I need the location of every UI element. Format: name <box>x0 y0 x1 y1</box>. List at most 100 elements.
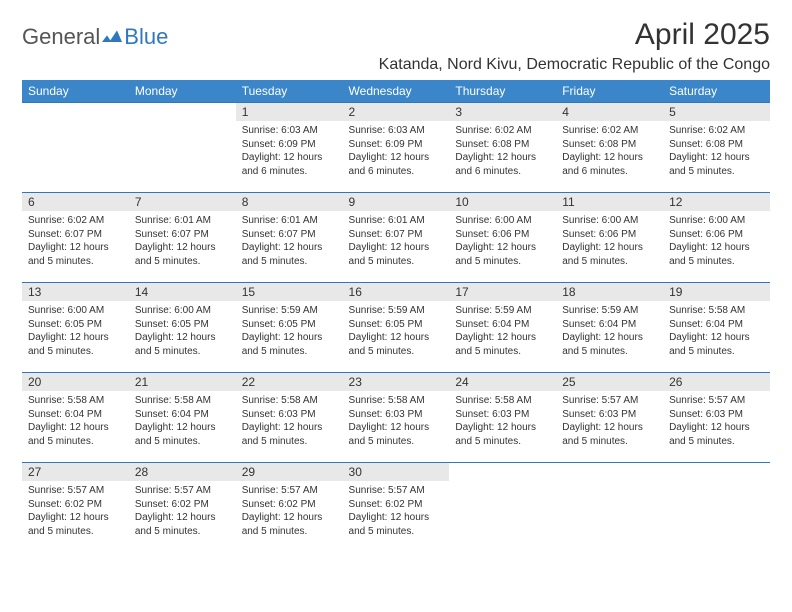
sunrise-text: Sunrise: 6:02 AM <box>562 124 657 138</box>
day-details: Sunrise: 5:57 AMSunset: 6:03 PMDaylight:… <box>663 391 770 452</box>
day-number: 27 <box>22 463 129 481</box>
day-number: 21 <box>129 373 236 391</box>
day-details: Sunrise: 5:57 AMSunset: 6:02 PMDaylight:… <box>236 481 343 542</box>
calendar-week: 20Sunrise: 5:58 AMSunset: 6:04 PMDayligh… <box>22 373 770 463</box>
sunrise-text: Sunrise: 6:01 AM <box>242 214 337 228</box>
calendar-day <box>663 463 770 553</box>
calendar-day: 1Sunrise: 6:03 AMSunset: 6:09 PMDaylight… <box>236 103 343 193</box>
sunrise-text: Sunrise: 5:58 AM <box>135 394 230 408</box>
calendar-day: 11Sunrise: 6:00 AMSunset: 6:06 PMDayligh… <box>556 193 663 283</box>
daylight-text: Daylight: 12 hours and 5 minutes. <box>242 331 337 358</box>
day-details: Sunrise: 6:02 AMSunset: 6:08 PMDaylight:… <box>449 121 556 182</box>
daylight-text: Daylight: 12 hours and 6 minutes. <box>242 151 337 178</box>
sunset-text: Sunset: 6:06 PM <box>562 228 657 242</box>
day-header: Friday <box>556 80 663 103</box>
sunset-text: Sunset: 6:03 PM <box>242 408 337 422</box>
day-number: 25 <box>556 373 663 391</box>
sunrise-text: Sunrise: 6:00 AM <box>562 214 657 228</box>
day-details: Sunrise: 5:58 AMSunset: 6:04 PMDaylight:… <box>129 391 236 452</box>
day-details: Sunrise: 6:02 AMSunset: 6:08 PMDaylight:… <box>663 121 770 182</box>
sunrise-text: Sunrise: 5:59 AM <box>562 304 657 318</box>
day-details: Sunrise: 6:03 AMSunset: 6:09 PMDaylight:… <box>236 121 343 182</box>
daylight-text: Daylight: 12 hours and 5 minutes. <box>669 331 764 358</box>
daylight-text: Daylight: 12 hours and 5 minutes. <box>242 241 337 268</box>
sunrise-text: Sunrise: 5:58 AM <box>349 394 444 408</box>
daylight-text: Daylight: 12 hours and 5 minutes. <box>562 421 657 448</box>
calendar-day: 26Sunrise: 5:57 AMSunset: 6:03 PMDayligh… <box>663 373 770 463</box>
sunrise-text: Sunrise: 6:03 AM <box>349 124 444 138</box>
daylight-text: Daylight: 12 hours and 5 minutes. <box>242 421 337 448</box>
brand-part2: Blue <box>124 24 168 50</box>
day-details: Sunrise: 5:58 AMSunset: 6:03 PMDaylight:… <box>343 391 450 452</box>
header: General Blue April 2025 <box>22 18 770 52</box>
day-details: Sunrise: 6:00 AMSunset: 6:06 PMDaylight:… <box>449 211 556 272</box>
calendar-week: 6Sunrise: 6:02 AMSunset: 6:07 PMDaylight… <box>22 193 770 283</box>
sunrise-text: Sunrise: 5:59 AM <box>242 304 337 318</box>
daylight-text: Daylight: 12 hours and 6 minutes. <box>349 151 444 178</box>
sunset-text: Sunset: 6:04 PM <box>562 318 657 332</box>
sunset-text: Sunset: 6:03 PM <box>669 408 764 422</box>
day-details: Sunrise: 6:02 AMSunset: 6:07 PMDaylight:… <box>22 211 129 272</box>
day-number: 8 <box>236 193 343 211</box>
sunset-text: Sunset: 6:07 PM <box>349 228 444 242</box>
sunset-text: Sunset: 6:04 PM <box>669 318 764 332</box>
calendar-day: 12Sunrise: 6:00 AMSunset: 6:06 PMDayligh… <box>663 193 770 283</box>
day-header: Monday <box>129 80 236 103</box>
calendar-table: SundayMondayTuesdayWednesdayThursdayFrid… <box>22 80 770 553</box>
calendar-day: 21Sunrise: 5:58 AMSunset: 6:04 PMDayligh… <box>129 373 236 463</box>
day-number: 28 <box>129 463 236 481</box>
day-details: Sunrise: 6:01 AMSunset: 6:07 PMDaylight:… <box>343 211 450 272</box>
calendar-week: 27Sunrise: 5:57 AMSunset: 6:02 PMDayligh… <box>22 463 770 553</box>
calendar-day: 23Sunrise: 5:58 AMSunset: 6:03 PMDayligh… <box>343 373 450 463</box>
day-details: Sunrise: 6:02 AMSunset: 6:08 PMDaylight:… <box>556 121 663 182</box>
day-details: Sunrise: 5:57 AMSunset: 6:02 PMDaylight:… <box>343 481 450 542</box>
sunrise-text: Sunrise: 5:57 AM <box>242 484 337 498</box>
day-number: 24 <box>449 373 556 391</box>
day-header: Thursday <box>449 80 556 103</box>
daylight-text: Daylight: 12 hours and 5 minutes. <box>135 241 230 268</box>
day-number: 13 <box>22 283 129 301</box>
daylight-text: Daylight: 12 hours and 6 minutes. <box>562 151 657 178</box>
calendar-week: 13Sunrise: 6:00 AMSunset: 6:05 PMDayligh… <box>22 283 770 373</box>
sunrise-text: Sunrise: 5:59 AM <box>349 304 444 318</box>
day-number: 15 <box>236 283 343 301</box>
calendar-day: 5Sunrise: 6:02 AMSunset: 6:08 PMDaylight… <box>663 103 770 193</box>
sunset-text: Sunset: 6:07 PM <box>242 228 337 242</box>
day-number: 6 <box>22 193 129 211</box>
day-number: 26 <box>663 373 770 391</box>
day-number: 20 <box>22 373 129 391</box>
daylight-text: Daylight: 12 hours and 5 minutes. <box>455 421 550 448</box>
sunset-text: Sunset: 6:08 PM <box>669 138 764 152</box>
day-number: 30 <box>343 463 450 481</box>
calendar-day: 29Sunrise: 5:57 AMSunset: 6:02 PMDayligh… <box>236 463 343 553</box>
sunset-text: Sunset: 6:03 PM <box>349 408 444 422</box>
sunset-text: Sunset: 6:04 PM <box>135 408 230 422</box>
day-number: 7 <box>129 193 236 211</box>
sunrise-text: Sunrise: 6:02 AM <box>455 124 550 138</box>
calendar-day: 24Sunrise: 5:58 AMSunset: 6:03 PMDayligh… <box>449 373 556 463</box>
day-number: 10 <box>449 193 556 211</box>
day-details: Sunrise: 6:00 AMSunset: 6:06 PMDaylight:… <box>663 211 770 272</box>
daylight-text: Daylight: 12 hours and 5 minutes. <box>349 511 444 538</box>
calendar-day: 16Sunrise: 5:59 AMSunset: 6:05 PMDayligh… <box>343 283 450 373</box>
daylight-text: Daylight: 12 hours and 5 minutes. <box>562 241 657 268</box>
daylight-text: Daylight: 12 hours and 5 minutes. <box>135 511 230 538</box>
day-details: Sunrise: 5:57 AMSunset: 6:03 PMDaylight:… <box>556 391 663 452</box>
calendar-day: 15Sunrise: 5:59 AMSunset: 6:05 PMDayligh… <box>236 283 343 373</box>
day-header: Sunday <box>22 80 129 103</box>
sunrise-text: Sunrise: 6:03 AM <box>242 124 337 138</box>
day-details: Sunrise: 6:01 AMSunset: 6:07 PMDaylight:… <box>236 211 343 272</box>
daylight-text: Daylight: 12 hours and 6 minutes. <box>455 151 550 178</box>
day-number: 16 <box>343 283 450 301</box>
sunset-text: Sunset: 6:07 PM <box>135 228 230 242</box>
calendar-day: 25Sunrise: 5:57 AMSunset: 6:03 PMDayligh… <box>556 373 663 463</box>
daylight-text: Daylight: 12 hours and 5 minutes. <box>28 421 123 448</box>
calendar-week: 1Sunrise: 6:03 AMSunset: 6:09 PMDaylight… <box>22 103 770 193</box>
day-details: Sunrise: 6:01 AMSunset: 6:07 PMDaylight:… <box>129 211 236 272</box>
sunrise-text: Sunrise: 6:00 AM <box>135 304 230 318</box>
day-details: Sunrise: 6:00 AMSunset: 6:06 PMDaylight:… <box>556 211 663 272</box>
sunset-text: Sunset: 6:02 PM <box>242 498 337 512</box>
sunset-text: Sunset: 6:04 PM <box>455 318 550 332</box>
calendar-day <box>129 103 236 193</box>
day-header: Tuesday <box>236 80 343 103</box>
